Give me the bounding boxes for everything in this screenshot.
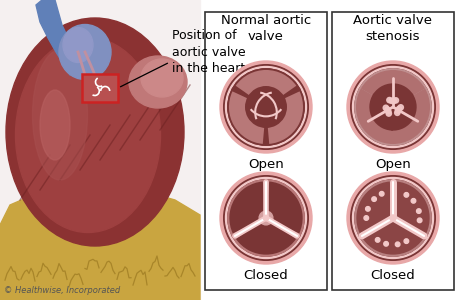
Circle shape — [415, 209, 420, 213]
Circle shape — [352, 178, 432, 259]
Circle shape — [354, 180, 430, 256]
Polygon shape — [249, 88, 282, 116]
Circle shape — [354, 69, 430, 145]
Wedge shape — [229, 182, 265, 233]
Circle shape — [382, 105, 388, 110]
Wedge shape — [356, 182, 392, 233]
Ellipse shape — [16, 38, 160, 232]
Circle shape — [394, 242, 399, 247]
Polygon shape — [383, 96, 401, 112]
Circle shape — [223, 176, 308, 260]
Circle shape — [384, 107, 389, 112]
Ellipse shape — [129, 56, 187, 108]
Circle shape — [403, 239, 408, 243]
Polygon shape — [0, 0, 200, 300]
Bar — [331, 12, 453, 290]
Wedge shape — [235, 218, 296, 255]
Circle shape — [219, 172, 311, 264]
Circle shape — [225, 178, 306, 259]
Wedge shape — [390, 93, 416, 131]
Circle shape — [263, 215, 268, 221]
Circle shape — [371, 197, 375, 201]
Circle shape — [383, 242, 387, 246]
Circle shape — [225, 67, 306, 148]
Text: Normal aortic
valve: Normal aortic valve — [220, 14, 310, 43]
Circle shape — [410, 199, 415, 203]
Circle shape — [365, 207, 369, 211]
Text: Closed: Closed — [370, 269, 414, 282]
Ellipse shape — [6, 18, 184, 246]
Circle shape — [346, 61, 438, 153]
Circle shape — [385, 109, 390, 114]
Circle shape — [397, 105, 403, 110]
Polygon shape — [36, 0, 82, 75]
Wedge shape — [265, 182, 302, 233]
Ellipse shape — [59, 25, 111, 80]
Circle shape — [227, 180, 303, 256]
Circle shape — [227, 69, 303, 145]
Circle shape — [350, 176, 434, 260]
Wedge shape — [265, 97, 286, 128]
Ellipse shape — [63, 28, 93, 62]
Wedge shape — [360, 70, 424, 107]
Circle shape — [403, 193, 408, 197]
Text: © Healthwise, Incorporated: © Healthwise, Incorporated — [4, 286, 120, 295]
Circle shape — [352, 67, 432, 148]
Wedge shape — [235, 70, 296, 107]
Wedge shape — [392, 88, 429, 144]
Circle shape — [394, 110, 399, 116]
Circle shape — [388, 98, 393, 104]
Wedge shape — [362, 218, 422, 255]
Wedge shape — [371, 83, 414, 107]
Circle shape — [375, 238, 379, 242]
Circle shape — [385, 111, 391, 116]
Circle shape — [223, 65, 308, 149]
Circle shape — [416, 218, 421, 223]
Wedge shape — [245, 97, 265, 128]
Wedge shape — [355, 88, 392, 144]
Circle shape — [346, 172, 438, 264]
Circle shape — [386, 98, 391, 103]
Bar — [205, 12, 326, 290]
Circle shape — [394, 108, 400, 113]
Circle shape — [219, 61, 311, 153]
Text: Position of
aortic valve
in the heart: Position of aortic valve in the heart — [172, 29, 245, 75]
Circle shape — [227, 180, 303, 256]
Text: Open: Open — [247, 158, 283, 171]
Circle shape — [258, 211, 272, 225]
Ellipse shape — [40, 90, 70, 160]
Wedge shape — [369, 93, 394, 131]
Text: Open: Open — [374, 158, 410, 171]
Ellipse shape — [141, 59, 183, 97]
Wedge shape — [265, 91, 302, 144]
Ellipse shape — [33, 50, 87, 180]
Circle shape — [396, 106, 401, 112]
Circle shape — [363, 216, 368, 220]
Circle shape — [379, 191, 383, 196]
Wedge shape — [247, 86, 284, 107]
Circle shape — [350, 65, 434, 149]
Circle shape — [227, 69, 303, 145]
Circle shape — [354, 180, 430, 256]
Circle shape — [392, 98, 397, 103]
Wedge shape — [392, 182, 429, 233]
Text: Closed: Closed — [243, 269, 288, 282]
Circle shape — [390, 98, 396, 104]
Circle shape — [389, 215, 395, 221]
Bar — [82, 74, 118, 102]
Wedge shape — [229, 91, 265, 144]
Text: Aortic valve
stenosis: Aortic valve stenosis — [353, 14, 431, 43]
Polygon shape — [0, 185, 200, 300]
Circle shape — [354, 69, 430, 145]
